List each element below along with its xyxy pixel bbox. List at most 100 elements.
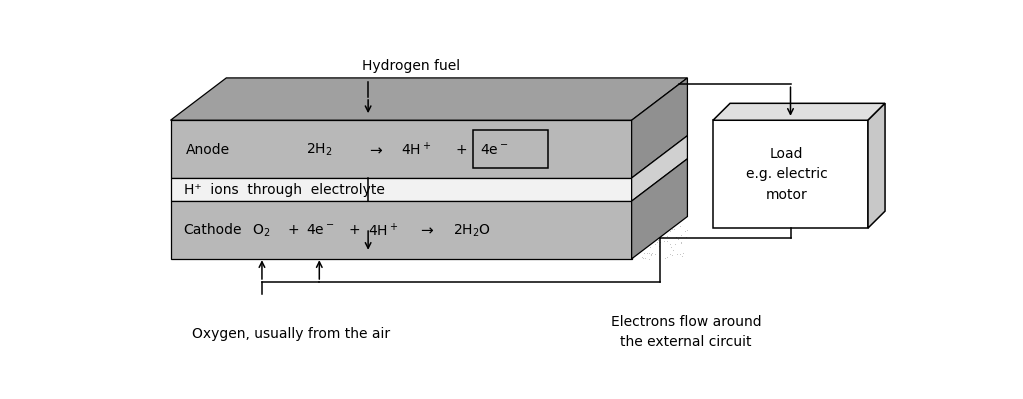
- Point: [243, 235, 260, 241]
- Point: [616, 78, 632, 85]
- Point: [266, 211, 282, 217]
- Point: [573, 254, 589, 261]
- Point: [390, 200, 406, 207]
- Point: [653, 232, 669, 239]
- Point: [192, 98, 209, 104]
- Point: [308, 220, 324, 227]
- Point: [445, 252, 461, 259]
- Point: [653, 82, 669, 88]
- Point: [505, 157, 522, 164]
- Point: [278, 234, 295, 241]
- Point: [447, 224, 463, 231]
- Point: [575, 131, 591, 138]
- Point: [631, 162, 648, 168]
- Point: [507, 111, 524, 117]
- Point: [175, 233, 191, 240]
- Point: [353, 108, 369, 115]
- Point: [439, 83, 455, 90]
- Point: [210, 218, 226, 224]
- Point: [534, 136, 550, 142]
- Point: [483, 209, 499, 215]
- Point: [674, 159, 691, 166]
- Point: [525, 128, 541, 134]
- Point: [309, 160, 325, 166]
- Point: [439, 119, 455, 125]
- Point: [664, 164, 680, 170]
- Point: [177, 171, 193, 178]
- Point: [362, 171, 379, 178]
- Point: [238, 149, 255, 156]
- Point: [432, 125, 448, 131]
- Point: [376, 253, 393, 259]
- Point: [657, 95, 673, 102]
- Point: [397, 86, 413, 92]
- Point: [312, 166, 328, 172]
- Point: [184, 127, 201, 133]
- Point: [503, 82, 520, 89]
- Point: [394, 237, 410, 243]
- Point: [531, 160, 547, 166]
- Point: [181, 110, 197, 116]
- Point: [309, 119, 325, 125]
- Point: [559, 148, 575, 154]
- Point: [499, 95, 516, 101]
- Point: [521, 139, 537, 145]
- Point: [431, 79, 447, 85]
- Point: [428, 206, 444, 212]
- Point: [395, 146, 411, 152]
- Point: [555, 144, 572, 151]
- Point: [272, 144, 288, 150]
- Point: [643, 184, 660, 190]
- Point: [657, 198, 673, 204]
- Point: [356, 203, 372, 209]
- Point: [440, 225, 456, 231]
- Point: [626, 155, 642, 161]
- Point: [299, 209, 315, 215]
- Point: [243, 151, 260, 157]
- Point: [277, 251, 294, 258]
- Point: [673, 106, 690, 113]
- Point: [590, 250, 607, 257]
- Point: [601, 246, 617, 252]
- Point: [204, 219, 220, 226]
- Point: [246, 212, 262, 219]
- Point: [179, 206, 195, 212]
- Point: [418, 171, 435, 177]
- Point: [621, 143, 637, 150]
- Point: [331, 158, 348, 165]
- Point: [280, 132, 297, 139]
- Point: [454, 140, 471, 146]
- Point: [650, 237, 666, 243]
- Point: [272, 85, 288, 92]
- Point: [407, 234, 424, 241]
- Point: [634, 90, 651, 96]
- Point: [609, 237, 625, 243]
- Point: [179, 207, 195, 214]
- Point: [389, 201, 405, 207]
- Point: [493, 152, 509, 158]
- Point: [385, 80, 401, 86]
- Point: [294, 140, 310, 147]
- Point: [526, 78, 542, 84]
- Point: [206, 125, 222, 132]
- Point: [672, 239, 688, 245]
- Point: [307, 220, 323, 227]
- Point: [242, 168, 259, 174]
- Point: [648, 234, 664, 240]
- Point: [624, 195, 640, 201]
- Point: [672, 194, 688, 201]
- Point: [212, 141, 228, 147]
- Point: [531, 137, 547, 144]
- Point: [490, 242, 506, 249]
- Point: [530, 128, 546, 135]
- Polygon shape: [171, 201, 631, 259]
- Point: [186, 211, 203, 217]
- Point: [671, 188, 687, 194]
- Point: [641, 140, 658, 146]
- Point: [454, 121, 471, 128]
- Point: [559, 245, 575, 251]
- Point: [238, 112, 255, 119]
- Point: [618, 249, 634, 255]
- Point: [566, 213, 582, 219]
- Point: [671, 113, 687, 120]
